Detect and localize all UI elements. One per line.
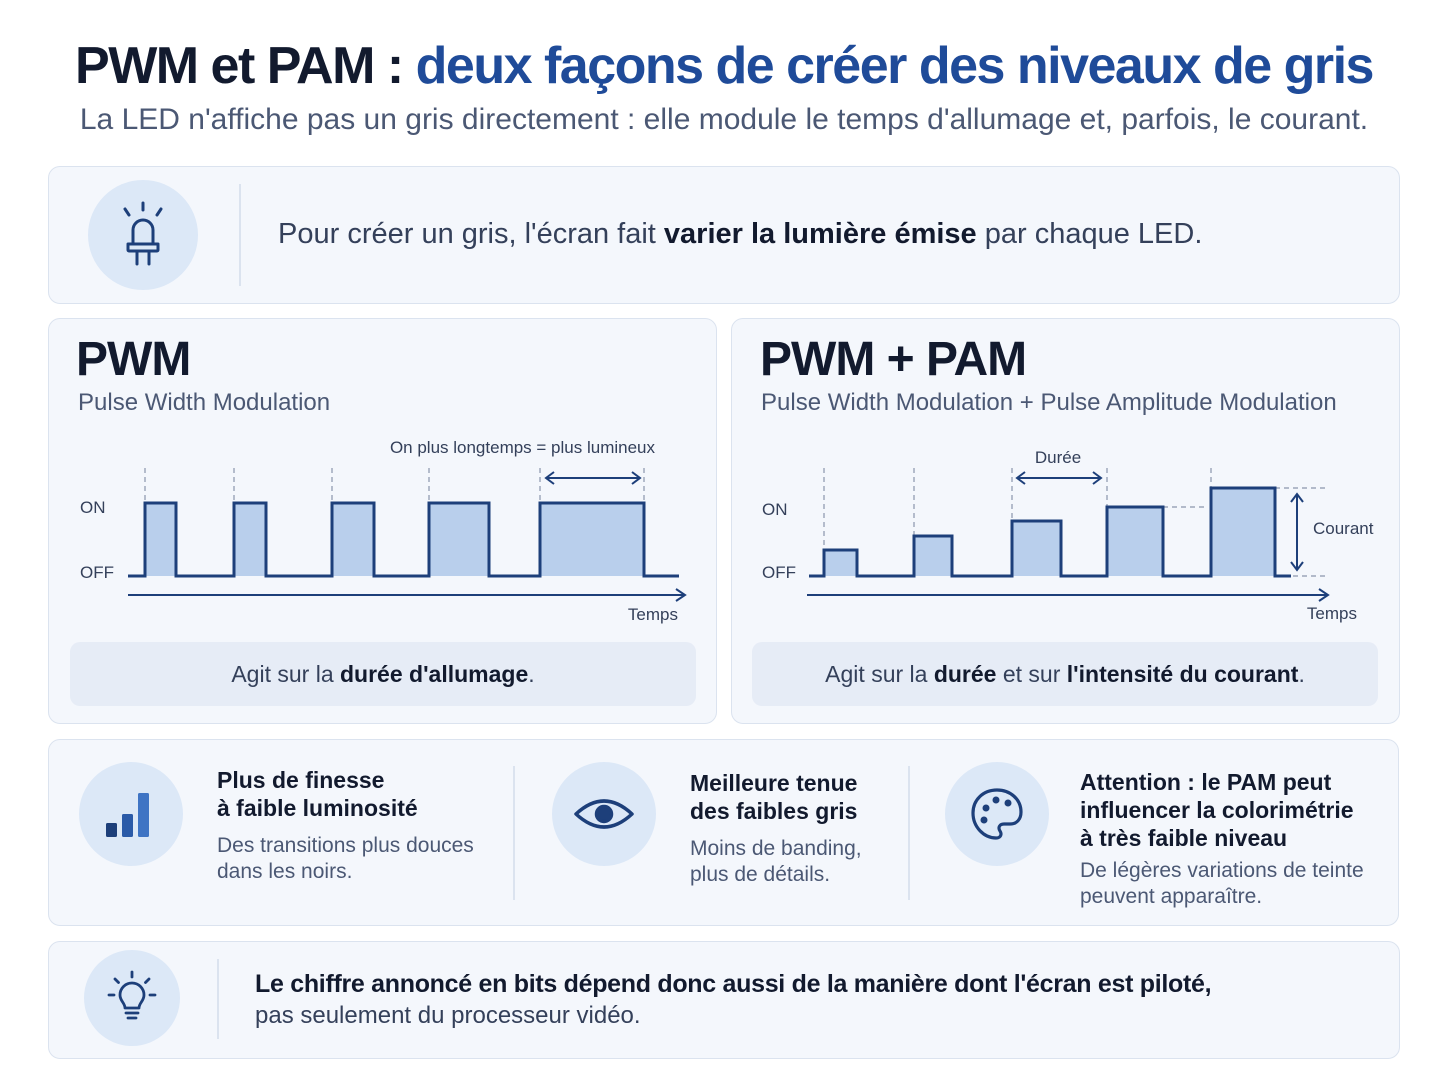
pwm-pam-caption-before: Agit sur la bbox=[825, 661, 934, 687]
pwm-waveform bbox=[128, 501, 679, 578]
benefit-1-desc-line-2: dans les noirs. bbox=[217, 860, 353, 883]
title-part-2: deux façons de créer des niveaux de gris bbox=[415, 37, 1375, 95]
page-subtitle: La LED n'affiche pas un gris directement… bbox=[79, 103, 1369, 136]
pwm-label-off: OFF bbox=[80, 563, 114, 582]
benefit-3-desc: De légères variations de teinte peuvent … bbox=[1080, 858, 1364, 910]
pwm-pam-label-on: ON bbox=[762, 500, 788, 519]
intro-icon-circle bbox=[88, 180, 198, 290]
benefit-3-desc-line-1: De légères variations de teinte bbox=[1080, 859, 1364, 882]
benefit-divider-2 bbox=[908, 766, 910, 900]
benefit-2-desc-line-2: plus de détails. bbox=[690, 863, 831, 886]
eye-icon bbox=[574, 799, 634, 829]
benefit-2-desc-line-1: Moins de banding, bbox=[690, 837, 862, 860]
benefit-divider-1 bbox=[513, 766, 515, 900]
pwm-caption-after: . bbox=[528, 661, 535, 687]
led-bulb-icon bbox=[123, 201, 163, 266]
pwm-pam-time-axis bbox=[807, 588, 1330, 602]
pwm-pam-current-arrow bbox=[1290, 492, 1304, 572]
pwm-pam-pulse-fills bbox=[824, 488, 1275, 576]
pwm-pam-annotation-duration: Durée bbox=[1035, 448, 1081, 467]
conclusion-card bbox=[48, 941, 1400, 1059]
benefit-2-title-line-2: des faibles gris bbox=[690, 798, 858, 824]
pwm-pam-label-off: OFF bbox=[762, 563, 796, 582]
lightbulb-icon bbox=[107, 970, 157, 1020]
pwm-pam-subtitle: Pulse Width Modulation + Pulse Amplitude… bbox=[761, 389, 1337, 416]
conclusion-divider bbox=[217, 959, 219, 1039]
pwm-caption-bold: durée d'allumage bbox=[340, 661, 529, 687]
benefit-1-title-line-2: à faible luminosité bbox=[217, 795, 418, 821]
pwm-pam-title: PWM + PAM bbox=[760, 333, 1027, 386]
benefit-2-icon-circle bbox=[552, 762, 656, 866]
pwm-pam-duration-arrow bbox=[1015, 471, 1103, 485]
title-part-1: PWM et PAM : bbox=[75, 37, 404, 95]
intro-text-before: Pour créer un gris, l'écran fait bbox=[278, 218, 664, 250]
benefit-2-title-line-1: Meilleure tenue bbox=[690, 770, 858, 796]
palette-icon bbox=[971, 788, 1023, 840]
conclusion-icon-circle bbox=[84, 950, 180, 1046]
pwm-subtitle: Pulse Width Modulation bbox=[78, 389, 331, 416]
benefit-2-desc: Moins de banding, plus de détails. bbox=[690, 836, 862, 888]
pwm-pam-guides bbox=[823, 468, 1329, 577]
pwm-guides bbox=[144, 468, 645, 504]
pwm-caption-before: Agit sur la bbox=[231, 661, 340, 687]
conclusion-bold-text: Le chiffre annoncé en bits dépend donc a… bbox=[255, 970, 1212, 998]
intro-text: Pour créer un gris, l'écran fait varier … bbox=[278, 212, 1202, 256]
conclusion-normal-text: pas seulement du processeur vidéo. bbox=[255, 1002, 641, 1029]
pwm-pam-annotation-current: Courant bbox=[1313, 519, 1374, 538]
benefits-card bbox=[48, 739, 1399, 926]
benefit-3-title: Attention : le PAM peut influencer la co… bbox=[1080, 768, 1354, 852]
pwm-pam-waveform bbox=[809, 486, 1291, 578]
benefit-1-icon-circle bbox=[79, 762, 183, 866]
benefit-1-desc: Des transitions plus douces dans les noi… bbox=[217, 833, 474, 885]
pwm-pulse-fills bbox=[145, 503, 644, 576]
benefit-1-desc-line-1: Des transitions plus douces bbox=[217, 834, 474, 857]
benefit-3-desc-line-2: peuvent apparaître. bbox=[1080, 885, 1263, 908]
intro-text-bold: varier la lumière émise bbox=[663, 218, 977, 250]
pwm-pam-diagram: ON OFF Durée Courant Temps bbox=[762, 448, 1374, 623]
pwm-pam-caption-middle: et sur bbox=[996, 661, 1067, 687]
pwm-pam-caption-bold-2: l'intensité du courant bbox=[1066, 661, 1299, 687]
pwm-pam-caption: Agit sur la durée et sur l'intensité du … bbox=[752, 642, 1378, 706]
benefit-1-title-line-1: Plus de finesse bbox=[217, 767, 385, 793]
benefit-3-title-line-2: influencer la colorimétrie bbox=[1080, 797, 1354, 823]
intro-divider bbox=[239, 184, 241, 286]
benefit-2-title: Meilleure tenue des faibles gris bbox=[690, 769, 857, 825]
pwm-pam-caption-after: . bbox=[1298, 661, 1305, 687]
pwm-pam-axis-label: Temps bbox=[1307, 604, 1357, 623]
bar-chart-icon bbox=[106, 793, 149, 837]
pwm-time-axis bbox=[128, 588, 687, 602]
pwm-diagram: ON OFF On plus longtemps = plus lumineux… bbox=[80, 438, 687, 624]
pwm-label-on: ON bbox=[80, 498, 106, 517]
pwm-caption: Agit sur la durée d'allumage. bbox=[70, 642, 696, 706]
benefit-3-icon-circle bbox=[945, 762, 1049, 866]
pwm-annotation: On plus longtemps = plus lumineux bbox=[390, 438, 656, 457]
benefit-3-title-line-3: à très faible niveau bbox=[1080, 825, 1288, 851]
intro-text-after: par chaque LED. bbox=[976, 218, 1203, 250]
intro-card bbox=[48, 166, 1400, 304]
pwm-duration-arrow bbox=[544, 471, 642, 485]
pwm-pam-caption-bold-1: durée bbox=[933, 661, 997, 687]
pwm-axis-label: Temps bbox=[628, 605, 678, 624]
pwm-title: PWM bbox=[76, 333, 191, 386]
page-title: PWM et PAM : deux façons de créer des ni… bbox=[0, 34, 1448, 98]
benefit-3-title-line-1: Attention : le PAM peut bbox=[1080, 769, 1332, 795]
benefit-1-title: Plus de finesse à faible luminosité bbox=[217, 766, 418, 822]
